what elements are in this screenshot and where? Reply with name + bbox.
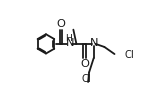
Text: O: O xyxy=(57,19,66,29)
Text: N: N xyxy=(89,38,98,48)
Text: O: O xyxy=(80,59,89,69)
Text: Cl: Cl xyxy=(124,50,134,60)
Text: Cl: Cl xyxy=(81,74,91,84)
Text: N: N xyxy=(66,38,74,48)
Text: H: H xyxy=(65,34,72,43)
